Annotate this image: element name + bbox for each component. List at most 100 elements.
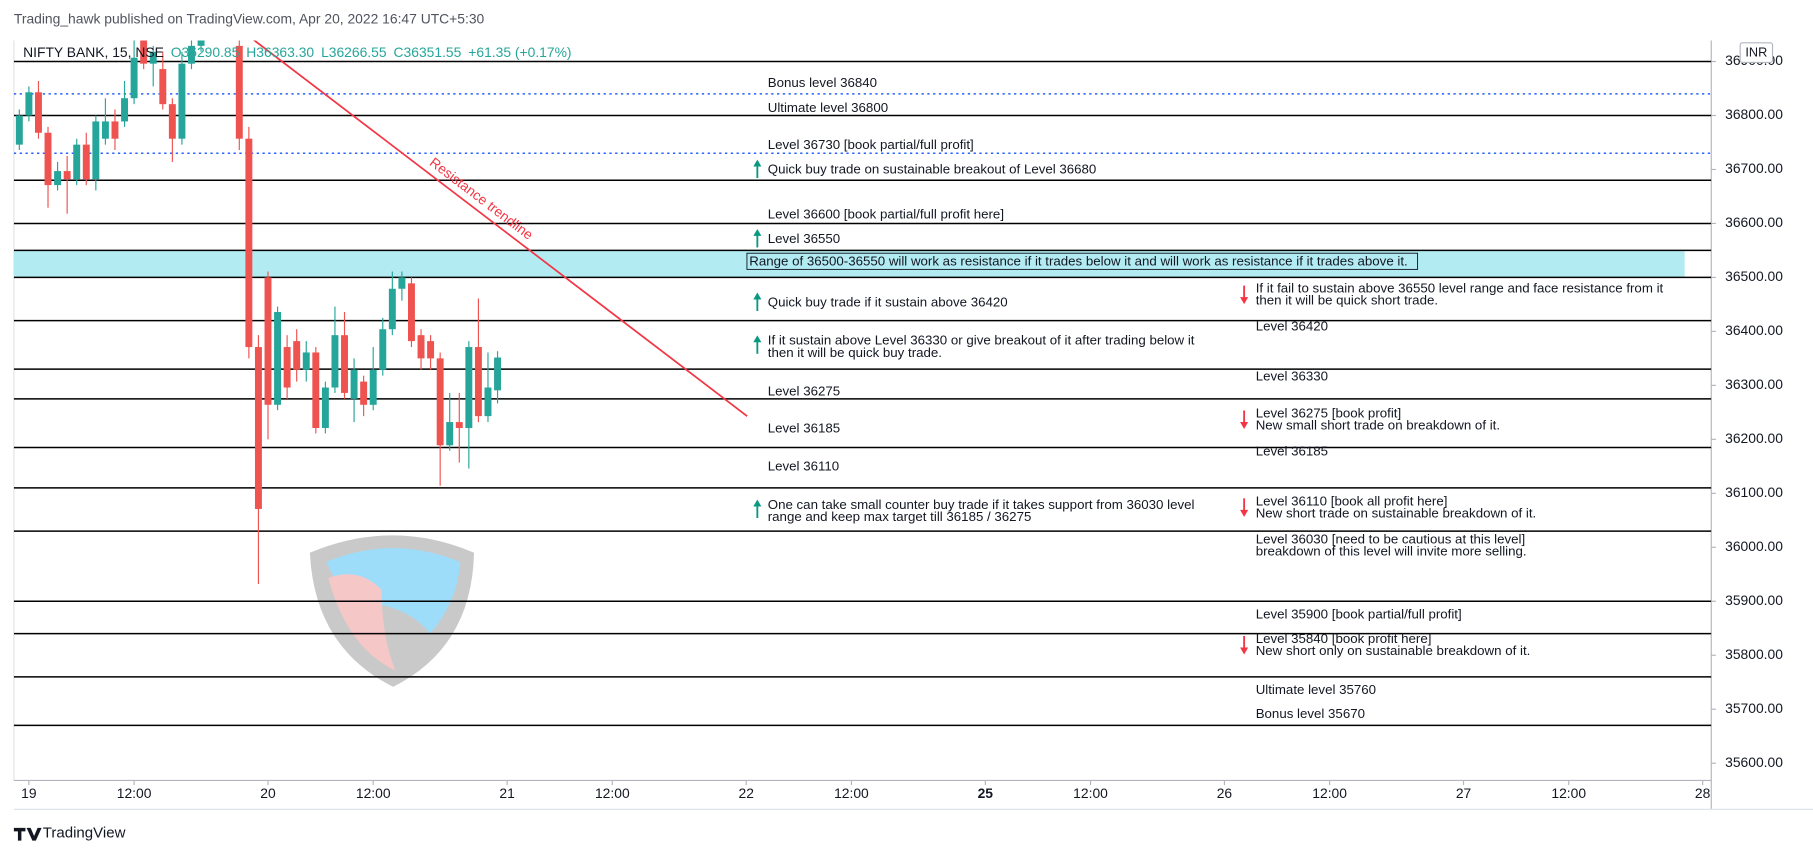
- y-tick-label: 36000.00: [1725, 538, 1783, 554]
- note-text: Bonus level 36840: [768, 75, 877, 90]
- header-close: C36351.55: [394, 44, 462, 60]
- note-text: Level 36275 [book profit]: [1256, 405, 1401, 420]
- arrow-head: [1240, 647, 1249, 655]
- y-tick-label: 36700.00: [1725, 160, 1783, 176]
- candle-body: [149, 51, 157, 64]
- header-high: H36363.30: [246, 44, 314, 60]
- note-text: then it will be quick short trade.: [1256, 293, 1438, 308]
- candle-body: [92, 121, 100, 180]
- brand-logo: [13, 827, 42, 841]
- y-tick-label: 36300.00: [1725, 376, 1783, 392]
- candle-body: [331, 335, 339, 388]
- x-tick-label: 21: [499, 785, 515, 801]
- y-tick-label: 36100.00: [1725, 484, 1783, 500]
- note-text: Level 36330: [1256, 368, 1328, 383]
- trendline: [253, 40, 748, 417]
- arrow-head: [753, 335, 762, 343]
- candle-body: [312, 352, 320, 429]
- note-text: Level 35900 [book partial/full profit]: [1256, 607, 1462, 622]
- note-arrow: [753, 228, 762, 248]
- x-tick-label: 12:00: [1073, 785, 1108, 801]
- candle-body: [474, 347, 482, 417]
- candle-body: [417, 335, 425, 359]
- note-text: Level 35840 [book profit here]: [1256, 631, 1432, 646]
- note-text: If it sustain above Level 36330 or give …: [768, 333, 1195, 348]
- note-text: Level 36550: [768, 231, 840, 246]
- note-arrow: [753, 499, 762, 518]
- y-tick-label: 35900.00: [1725, 592, 1783, 608]
- candle-body: [54, 171, 62, 186]
- x-tick-label: 12:00: [1312, 785, 1347, 801]
- x-tick-label: 26: [1217, 785, 1233, 801]
- candle-body: [484, 387, 492, 417]
- note-arrow: [1240, 410, 1249, 429]
- note-text: then it will be quick buy trade.: [768, 345, 942, 360]
- note-text: Ultimate level 36800: [768, 100, 888, 115]
- symbol-header: NIFTY BANK, 15, NSE O36290.85 H36363.30 L36…: [23, 44, 571, 60]
- note-text: Level 36600 [book partial/full profit he…: [768, 207, 1004, 222]
- arrow-head: [753, 228, 762, 236]
- y-tick-label: 36500.00: [1725, 268, 1783, 284]
- candle-body: [446, 422, 454, 446]
- x-tick-label: 28: [1695, 785, 1711, 801]
- header-symbol: NIFTY BANK, 15, NSE: [23, 44, 164, 60]
- brand-name: TradingView: [43, 825, 126, 842]
- candle-body: [63, 171, 71, 180]
- candle-body: [369, 369, 377, 405]
- candle-body: [350, 369, 358, 399]
- note-text: Bonus level 35670: [1256, 706, 1365, 721]
- arrow-head: [753, 159, 762, 167]
- y-tick-label: 35800.00: [1725, 646, 1783, 662]
- note-arrow: [1240, 635, 1249, 655]
- watermark: [309, 535, 475, 687]
- y-tick-label: 35700.00: [1725, 700, 1783, 716]
- note-text: One can take small counter buy trade if …: [768, 497, 1195, 512]
- candle-body: [101, 121, 109, 139]
- candle-body: [341, 335, 348, 393]
- note-text: New small short trade on breakdown of it…: [1256, 418, 1500, 433]
- arrow-head: [753, 292, 762, 300]
- candle-body: [465, 347, 473, 429]
- candle-body: [388, 288, 396, 330]
- candle-body: [494, 357, 502, 391]
- note-text: Quick buy trade on sustainable breakout …: [768, 161, 1097, 176]
- candle-body: [111, 121, 119, 139]
- candle-body: [436, 358, 444, 446]
- candle-body: [188, 45, 195, 64]
- arrow-head: [1240, 509, 1249, 517]
- candle-body: [73, 144, 81, 180]
- candle-body: [178, 63, 186, 139]
- x-tick-label: 12:00: [117, 785, 152, 801]
- x-tick-label: 12:00: [834, 785, 869, 801]
- band-label-box: [746, 252, 1419, 270]
- y-tick-label: 36400.00: [1725, 322, 1783, 338]
- note-text: Level 36185: [768, 420, 840, 435]
- candle-body: [360, 381, 368, 405]
- candle-body: [398, 277, 406, 289]
- x-tick-label: 20: [260, 785, 276, 801]
- x-tick-label: 12:00: [595, 785, 630, 801]
- chart-root: Trading_hawk published on TradingView.co…: [13, 10, 1813, 842]
- candle-body: [235, 45, 243, 139]
- note-text: Ultimate level 35760: [1256, 682, 1376, 697]
- y-tick-label: 35600.00: [1725, 754, 1783, 770]
- x-tick-label: 12:00: [356, 785, 391, 801]
- candle-body: [254, 347, 262, 509]
- arrow-head: [1240, 297, 1249, 305]
- watermark-red: [328, 574, 396, 671]
- note-arrow: [1240, 285, 1249, 305]
- x-tick-label: 19: [21, 785, 37, 801]
- y-tick-label: 36600.00: [1725, 214, 1783, 230]
- note-text: Level 36275: [768, 383, 840, 398]
- candle-body: [25, 92, 33, 116]
- y-tick-label: 36200.00: [1725, 430, 1783, 446]
- trendline-label: Resistance trendline: [427, 154, 537, 243]
- candle-body: [274, 311, 282, 405]
- candle-body: [15, 115, 23, 145]
- note-text: range and keep max target till 36185 / 3…: [768, 509, 1032, 524]
- x-tick-label: 25: [978, 785, 994, 801]
- candle-body: [407, 283, 415, 342]
- header-change: +61.35 (+0.17%): [468, 44, 571, 60]
- currency-label: INR: [1745, 45, 1767, 60]
